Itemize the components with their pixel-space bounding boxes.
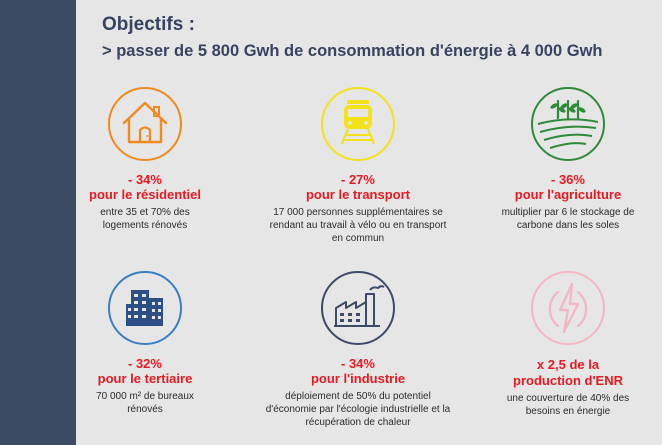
card-description: 70 000 m² de bureaux rénovés xyxy=(96,391,194,415)
page-subtitle: > passer de 5 800 Gwh de consommation d'… xyxy=(102,42,603,60)
left-accent-bar xyxy=(0,0,76,445)
card-label: production d'ENR xyxy=(513,373,623,388)
card-agriculture: - 36% pour l'agriculture multiplier par … xyxy=(478,86,658,232)
card-percent: x 2,5 de la xyxy=(536,357,600,372)
factory-icon xyxy=(321,271,395,345)
lightning-icon xyxy=(531,271,605,345)
card-percent: - 27% xyxy=(341,172,375,187)
card-industrie: - 34% pour l'industrie déploiement de 50… xyxy=(258,270,458,429)
card-percent: - 32% xyxy=(128,356,162,371)
card-description: multiplier par 6 le stockage de carbone … xyxy=(501,207,635,231)
card-label: pour l'agriculture xyxy=(514,187,622,202)
card-label: pour l'industrie xyxy=(310,371,406,386)
card-description: déploiement de 50% du potentiel d'économ… xyxy=(265,391,451,428)
train-icon xyxy=(321,87,395,161)
card-description: 17 000 personnes supplémentaires se rend… xyxy=(269,207,447,244)
card-residentiel: - 34% pour le résidentiel entre 35 et 70… xyxy=(55,86,235,232)
card-description: une couverture de 40% des besoins en éne… xyxy=(506,393,630,417)
card-tertiaire: - 32% pour le tertiaire 70 000 m² de bur… xyxy=(55,270,235,416)
office-building-icon xyxy=(108,271,182,345)
card-percent: - 34% xyxy=(341,356,375,371)
card-label: pour le résidentiel xyxy=(89,187,201,202)
card-label: pour le transport xyxy=(305,187,410,202)
house-icon xyxy=(108,87,182,161)
card-label: pour le tertiaire xyxy=(97,371,193,386)
card-percent: - 34% xyxy=(128,172,162,187)
card-description: entre 35 et 70% des logements rénovés xyxy=(100,207,190,231)
page-title: Objectifs : xyxy=(102,14,195,35)
card-enr: x 2,5 de la production d'ENR une couvert… xyxy=(478,270,658,418)
agriculture-icon xyxy=(531,87,605,161)
card-transport: - 27% pour le transport 17 000 personnes… xyxy=(258,86,458,245)
card-percent: - 36% xyxy=(551,172,585,187)
